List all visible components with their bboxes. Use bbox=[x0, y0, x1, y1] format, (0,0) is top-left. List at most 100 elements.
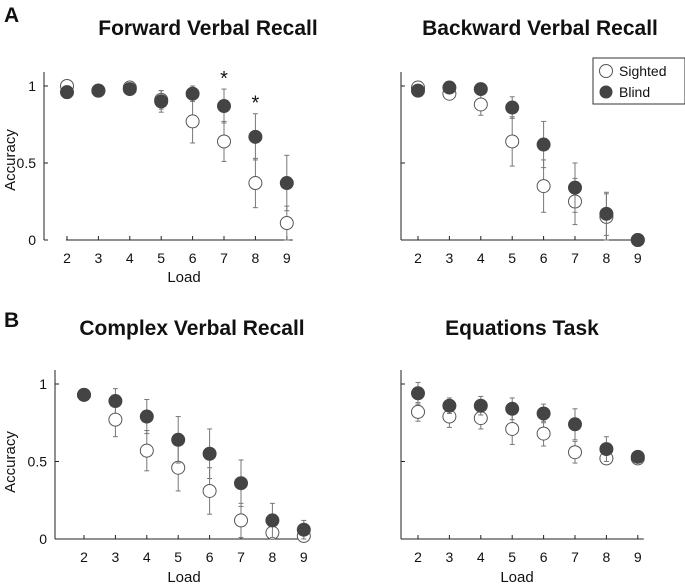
sighted-point bbox=[108, 412, 123, 427]
y-tick-label: 0.5 bbox=[17, 155, 37, 171]
blind-point bbox=[505, 401, 520, 416]
x-tick-label: 2 bbox=[414, 250, 422, 266]
blind-point bbox=[171, 432, 186, 447]
x-tick-label: 8 bbox=[252, 250, 260, 266]
chart-title: Equations Task bbox=[445, 317, 599, 340]
x-tick-label: 4 bbox=[143, 549, 151, 565]
blind-point bbox=[473, 398, 488, 413]
blind-point bbox=[442, 398, 457, 413]
chart-title: Forward Verbal Recall bbox=[98, 17, 317, 40]
blind-point bbox=[536, 406, 551, 421]
blind-point bbox=[217, 99, 231, 114]
x-tick-label: 7 bbox=[237, 549, 245, 565]
sighted-point bbox=[536, 179, 551, 194]
x-tick-label: 8 bbox=[603, 549, 611, 565]
y-tick-label: 0 bbox=[28, 232, 36, 248]
blind-point bbox=[91, 83, 106, 98]
blind-point bbox=[296, 522, 311, 537]
x-tick-label: 4 bbox=[477, 549, 485, 565]
x-tick-label: 4 bbox=[126, 250, 134, 266]
x-tick-label: 9 bbox=[634, 549, 642, 565]
x-tick-label: 4 bbox=[477, 250, 485, 266]
sighted-point bbox=[536, 426, 551, 441]
y-tick-label: 0.5 bbox=[28, 454, 48, 470]
blind-point bbox=[599, 442, 614, 457]
x-tick-label: 7 bbox=[571, 250, 579, 266]
panel-label-a: A bbox=[4, 4, 19, 27]
blind-point bbox=[77, 387, 91, 402]
significance-marker: * bbox=[252, 93, 260, 115]
x-tick-label: 5 bbox=[157, 250, 165, 266]
x-tick-label: 7 bbox=[220, 250, 228, 266]
blind-point bbox=[185, 86, 200, 101]
sighted-point bbox=[473, 97, 488, 112]
sighted-point bbox=[505, 421, 520, 436]
blind-point bbox=[202, 446, 217, 461]
y-tick-label: 1 bbox=[28, 78, 36, 94]
chart-panel-4: Equations Task 2 3 4 5 6 7 8 9 Load bbox=[400, 317, 645, 585]
sighted-point bbox=[202, 483, 217, 498]
legend-sighted-marker bbox=[599, 64, 613, 78]
blind-point bbox=[248, 129, 263, 144]
blind-point bbox=[599, 206, 614, 221]
x-axis-label: Load bbox=[167, 269, 200, 286]
chart-panel-2: Backward Verbal Recall 2 3 4 5 6 7 8 9 bbox=[400, 17, 658, 266]
x-tick-label: 2 bbox=[80, 549, 88, 565]
sighted-point bbox=[185, 114, 200, 129]
x-tick-label: 9 bbox=[634, 250, 642, 266]
legend-blind-marker bbox=[599, 85, 613, 99]
blind-point bbox=[139, 409, 154, 424]
blind-point bbox=[568, 180, 582, 195]
x-tick-label: 6 bbox=[540, 549, 548, 565]
blind-point bbox=[279, 176, 294, 191]
x-tick-label: 9 bbox=[300, 549, 308, 565]
blind-point bbox=[473, 82, 488, 97]
legend: Sighted Blind bbox=[592, 57, 685, 105]
x-tick-label: 6 bbox=[189, 250, 197, 266]
chart-title: Complex Verbal Recall bbox=[79, 317, 304, 340]
sighted-point bbox=[139, 443, 154, 458]
sighted-point bbox=[248, 176, 263, 191]
blind-point bbox=[505, 100, 520, 115]
sighted-point bbox=[217, 134, 231, 149]
x-tick-label: 7 bbox=[571, 549, 579, 565]
blind-point bbox=[234, 476, 248, 491]
blind-point bbox=[122, 82, 137, 97]
x-tick-label: 3 bbox=[95, 250, 103, 266]
blind-point bbox=[568, 417, 582, 432]
x-tick-label: 6 bbox=[206, 549, 214, 565]
sighted-point bbox=[234, 513, 248, 528]
chart-title: Backward Verbal Recall bbox=[422, 17, 658, 40]
x-tick-label: 3 bbox=[446, 250, 454, 266]
blind-point bbox=[630, 449, 645, 464]
x-tick-label: 8 bbox=[603, 250, 611, 266]
x-tick-label: 3 bbox=[446, 549, 454, 565]
blind-point bbox=[630, 233, 645, 247]
chart-panel-1: Forward Verbal Recall 0 0.5 1 2 3 4 5 6 7 8 9 Load Ac… bbox=[2, 17, 318, 286]
sighted-point bbox=[568, 445, 582, 460]
sighted-point bbox=[411, 404, 425, 419]
y-tick-label: 1 bbox=[39, 376, 47, 392]
blind-point bbox=[265, 513, 280, 528]
x-tick-label: 8 bbox=[269, 549, 277, 565]
blind-point bbox=[411, 83, 425, 98]
chart-panel-3: Complex Verbal Recall 0 0.5 1 2 3 4 5 6 7 8 9 Load Ac… bbox=[2, 317, 311, 585]
x-tick-label: 5 bbox=[508, 250, 516, 266]
significance-marker: * bbox=[220, 68, 228, 90]
x-tick-label: 3 bbox=[112, 549, 120, 565]
legend-sighted-label: Sighted bbox=[619, 63, 666, 79]
sighted-point bbox=[505, 134, 520, 149]
blind-point bbox=[154, 94, 169, 109]
y-tick-label: 0 bbox=[39, 531, 47, 547]
blind-point bbox=[536, 137, 551, 152]
panel-label-b: B bbox=[4, 309, 19, 332]
blind-point bbox=[411, 386, 425, 401]
legend-blind-label: Blind bbox=[619, 84, 650, 100]
sighted-point bbox=[279, 216, 294, 231]
x-axis-label: Load bbox=[167, 569, 200, 585]
x-tick-label: 9 bbox=[283, 250, 291, 266]
x-tick-label: 2 bbox=[63, 250, 71, 266]
x-axis-label: Load bbox=[500, 569, 533, 585]
blind-point bbox=[60, 85, 74, 100]
